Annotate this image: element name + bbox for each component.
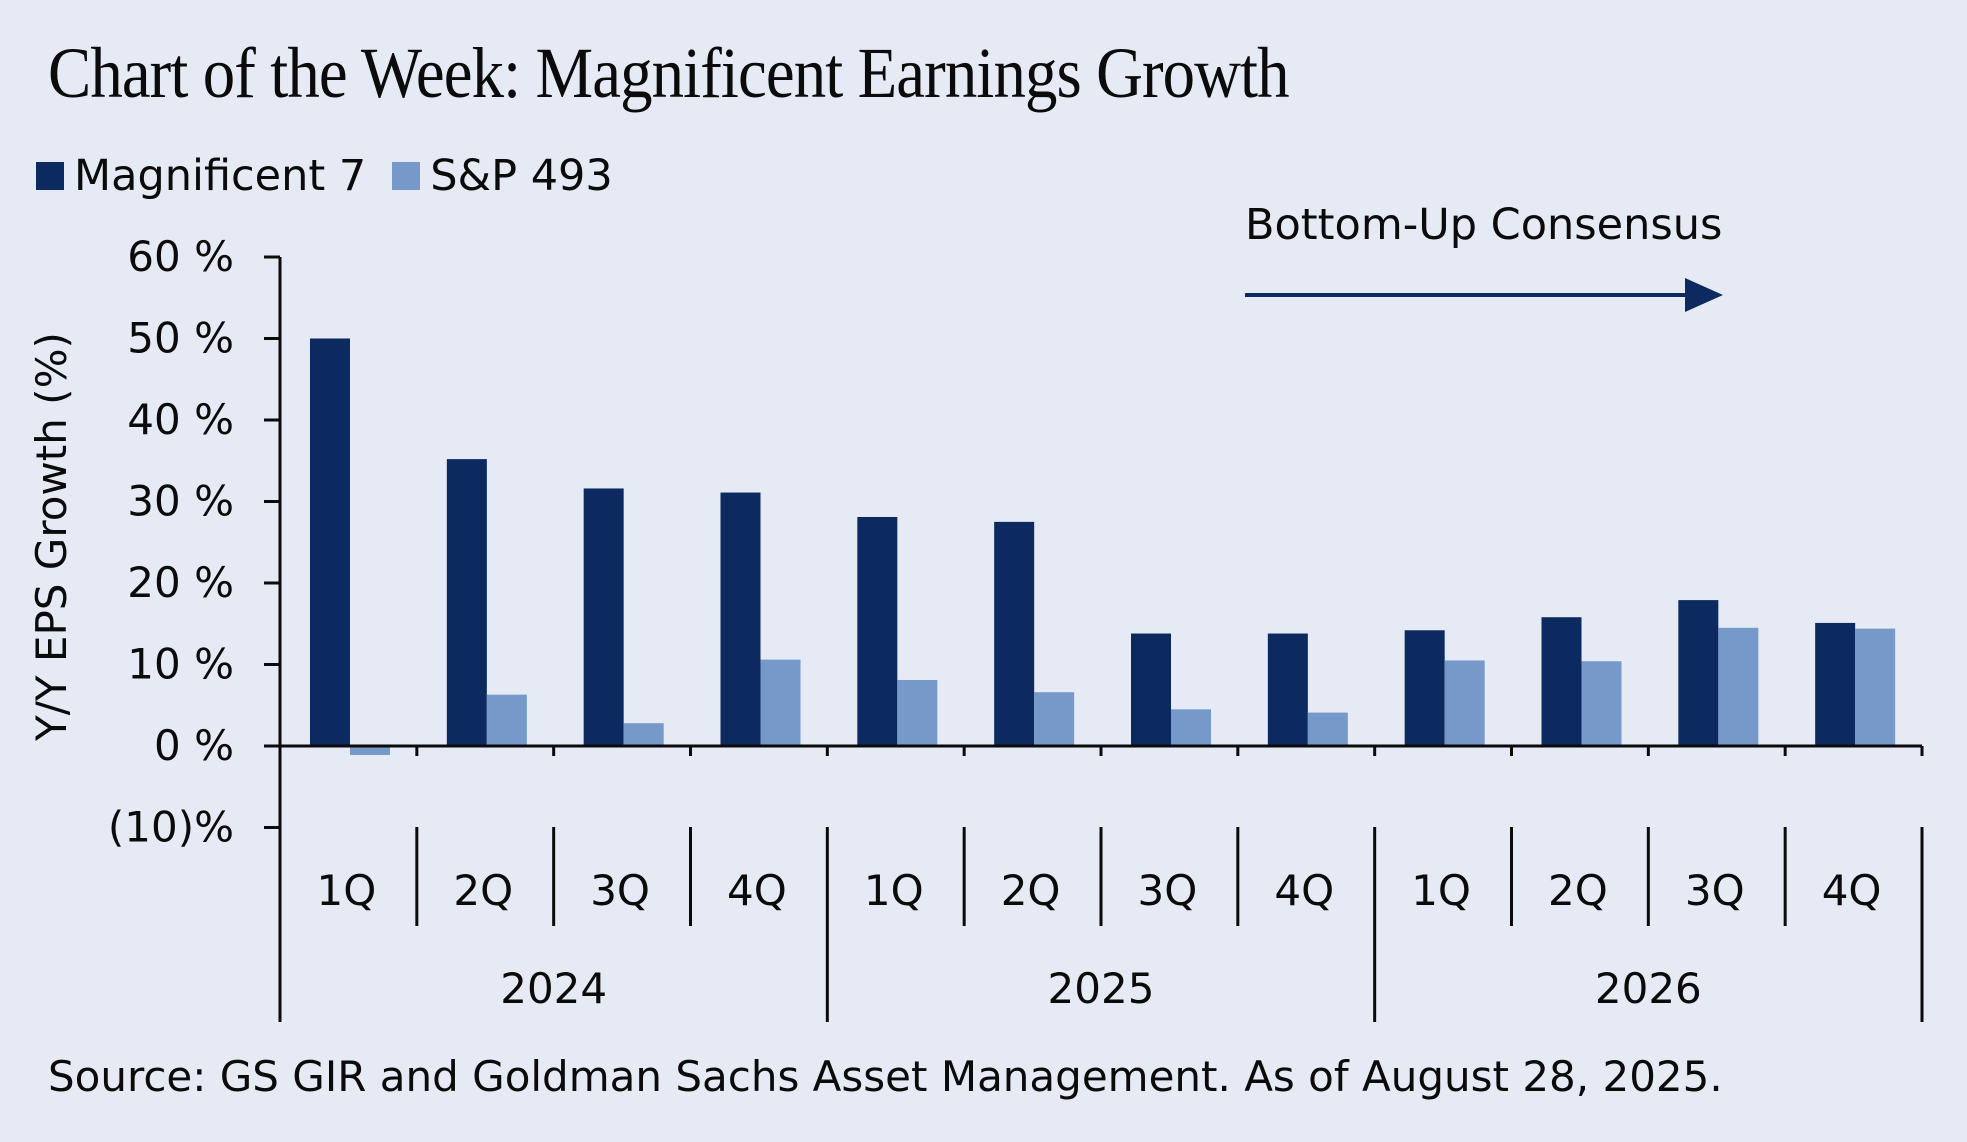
bar-magnificent-7-4 [857, 516, 898, 746]
y-tick-label-7: 60 % [127, 232, 234, 281]
bar-magnificent-7-3 [720, 492, 761, 746]
bar-magnificent-7-5 [994, 521, 1035, 746]
annotation-bottom-up-consensus: Bottom-Up Consensus [1245, 200, 1722, 250]
legend-label-magnificent-7: Magnificent 7 [74, 151, 367, 201]
bar-magnificent-7-9 [1541, 617, 1582, 746]
category-label-0: 1Q [317, 866, 377, 915]
category-label-9: 2Q [1548, 866, 1608, 915]
bar-s-p-493-9 [1581, 661, 1622, 746]
bar-s-p-493-1 [486, 694, 527, 746]
bar-s-p-493-6 [1171, 709, 1211, 746]
bars-layer [310, 338, 1896, 755]
bar-s-p-493-5 [1034, 692, 1075, 746]
y-tick-label-2: 10 % [127, 640, 234, 689]
category-label-11: 4Q [1822, 866, 1882, 915]
group-label-2026: 2026 [1595, 964, 1702, 1013]
bar-s-p-493-0 [350, 746, 390, 755]
legend-item-sp-493: S&P 493 [392, 151, 613, 201]
category-label-4: 1Q [864, 866, 924, 915]
bar-s-p-493-10 [1718, 627, 1759, 746]
legend-swatch-sp-493 [392, 162, 421, 190]
chart-title: Chart of the Week: Magnificent Earnings … [48, 33, 1290, 113]
source-note: Source: GS GIR and Goldman Sachs Asset M… [48, 1052, 1723, 1101]
bar-s-p-493-2 [623, 723, 664, 746]
y-tick-label-0: (10)% [108, 803, 234, 852]
legend-label-sp-493: S&P 493 [430, 151, 613, 201]
category-label-6: 3Q [1138, 866, 1198, 915]
axes-layer [264, 255, 1924, 1022]
bar-magnificent-7-2 [583, 488, 624, 746]
y-axis-title: Y/Y EPS Growth (%) [27, 332, 76, 742]
bar-s-p-493-11 [1855, 628, 1896, 746]
category-label-5: 2Q [1001, 866, 1061, 915]
legend-swatch-magnificent-7 [36, 162, 64, 190]
category-label-8: 1Q [1411, 866, 1471, 915]
bar-s-p-493-7 [1307, 712, 1348, 746]
y-tick-label-3: 20 % [127, 558, 234, 607]
y-tick-label-5: 40 % [127, 395, 234, 444]
bar-s-p-493-3 [760, 659, 801, 746]
bar-s-p-493-4 [897, 679, 938, 746]
bar-magnificent-7-8 [1404, 630, 1445, 746]
category-label-1: 2Q [453, 866, 513, 915]
y-tick-label-4: 30 % [127, 477, 234, 526]
category-label-3: 4Q [727, 866, 787, 915]
annotation-layer: Bottom-Up Consensus [1245, 200, 1723, 312]
bar-magnificent-7-6 [1131, 633, 1171, 746]
annotation-arrow-head [1685, 278, 1723, 312]
bar-s-p-493-8 [1444, 660, 1485, 746]
category-label-10: 3Q [1685, 866, 1745, 915]
bar-magnificent-7-7 [1267, 633, 1308, 746]
group-label-2024: 2024 [500, 964, 607, 1013]
bar-magnificent-7-10 [1678, 600, 1719, 746]
bar-magnificent-7-1 [446, 459, 487, 746]
category-label-7: 4Q [1274, 866, 1334, 915]
category-label-2: 3Q [590, 866, 650, 915]
group-label-2025: 2025 [1048, 964, 1155, 1013]
y-tick-label-6: 50 % [127, 314, 234, 363]
bar-magnificent-7-0 [310, 338, 350, 746]
y-tick-label-1: 0 % [154, 721, 234, 770]
bar-magnificent-7-11 [1815, 622, 1856, 746]
labels-layer: (10)% 0 % 10 % 20 % 30 % 40 % 50 % 60 % 1Q 2Q 3Q 4Q… [27, 232, 1881, 1013]
legend-item-magnificent-7: Magnificent 7 [36, 151, 366, 201]
legend: Magnificent 7 S&P 493 [36, 148, 639, 204]
